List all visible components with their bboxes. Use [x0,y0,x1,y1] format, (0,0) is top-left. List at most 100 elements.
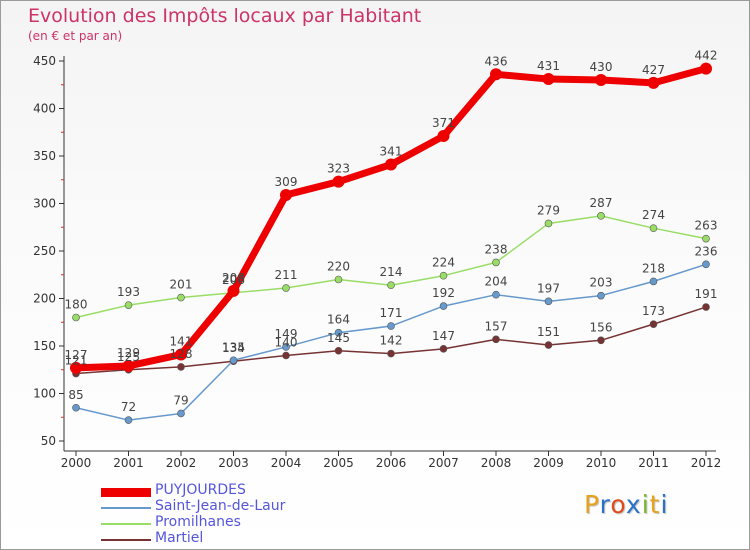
data-label: 193 [117,285,140,299]
logo-letter: P [584,490,600,519]
data-label: 211 [275,268,298,282]
legend-swatch [101,507,151,509]
x-tick-label: 2003 [218,456,249,470]
data-label: 236 [695,244,718,258]
data-point [334,275,343,284]
y-tick-label: 400 [33,102,56,116]
data-label: 156 [590,320,613,334]
logo-letter: i [641,490,650,519]
y-tick-label: 200 [33,292,56,306]
data-label: 197 [537,281,560,295]
data-label: 171 [380,306,403,320]
data-label: 442 [695,49,718,63]
data-label: 180 [65,298,88,312]
x-tick-label: 2011 [638,456,669,470]
legend-label: Martiel [155,530,204,546]
data-point [437,130,450,143]
data-label: 145 [327,331,350,345]
y-tick-label: 300 [33,197,56,211]
data-point [439,271,448,280]
data-label: 341 [380,145,403,159]
data-point [544,297,553,306]
data-label: 274 [642,208,665,222]
data-label: 431 [537,59,560,73]
data-point [282,284,290,292]
data-point [177,363,185,371]
data-point [439,302,448,310]
x-tick-label: 2004 [271,456,302,470]
data-label: 129 [117,346,140,360]
data-point [702,260,710,269]
x-tick-label: 2012 [691,456,722,470]
data-point [492,290,500,299]
data-point [647,76,660,89]
data-label: 208 [222,271,245,285]
data-point [597,291,605,300]
data-label: 430 [590,60,613,74]
data-label: 203 [590,276,613,290]
data-point [334,346,343,355]
data-point [177,409,185,418]
data-label: 164 [327,313,350,327]
data-point [700,62,712,75]
proxiti-logo: Proxiti [584,490,668,519]
data-label: 142 [380,334,403,348]
legend-label: Promilhanes [155,514,241,530]
y-tick-label: 250 [33,244,56,258]
y-tick-label: 450 [33,54,56,68]
data-point [597,336,605,345]
data-point [702,303,710,311]
data-point [177,293,185,302]
legend-item: Martiel [101,530,361,548]
data-label: 323 [327,162,350,176]
data-point [385,158,397,171]
legend-item: Promilhanes [101,514,361,532]
data-label: 157 [485,319,508,333]
data-label: 224 [432,256,455,270]
x-tick-label: 2008 [481,456,512,470]
legend-swatch [101,539,151,541]
legend-swatch [101,523,151,525]
logo-letter: x [625,490,642,519]
data-label: 127 [65,348,88,362]
y-tick-label: 150 [33,339,56,353]
data-point [282,351,290,360]
y-tick-label: 350 [33,149,56,163]
data-point [387,281,395,290]
legend-label: PUYJOURDES [155,482,246,498]
chart-title: Evolution des Impôts locaux par Habitant [28,5,422,27]
data-point [280,188,292,201]
y-tick-label: 100 [33,387,56,401]
data-label: 436 [485,54,508,68]
data-label: 218 [642,261,665,275]
data-point [387,349,395,358]
data-label: 141 [170,335,193,349]
data-label: 220 [327,260,350,274]
logo-letter: r [599,490,611,519]
data-label: 72 [121,400,136,414]
data-point [542,73,555,86]
data-label: 128 [170,347,193,361]
legend-swatch [101,487,151,497]
x-tick-label: 2000 [61,456,92,470]
data-label: 149 [275,327,298,341]
data-label: 147 [432,329,455,343]
data-point [72,313,80,322]
data-point [544,341,553,349]
data-point [227,284,240,297]
data-label: 204 [485,275,508,289]
data-point [175,348,187,361]
data-label: 206 [222,273,245,287]
data-point [334,328,343,337]
x-tick-label: 2006 [376,456,407,470]
data-point [597,212,605,220]
data-label: 140 [275,336,298,350]
data-point [124,416,133,424]
x-tick-label: 2007 [428,456,459,470]
data-point [70,361,82,374]
chart-subtitle: (en € et par an) [28,29,123,43]
data-point [124,301,133,309]
data-point [649,320,658,328]
